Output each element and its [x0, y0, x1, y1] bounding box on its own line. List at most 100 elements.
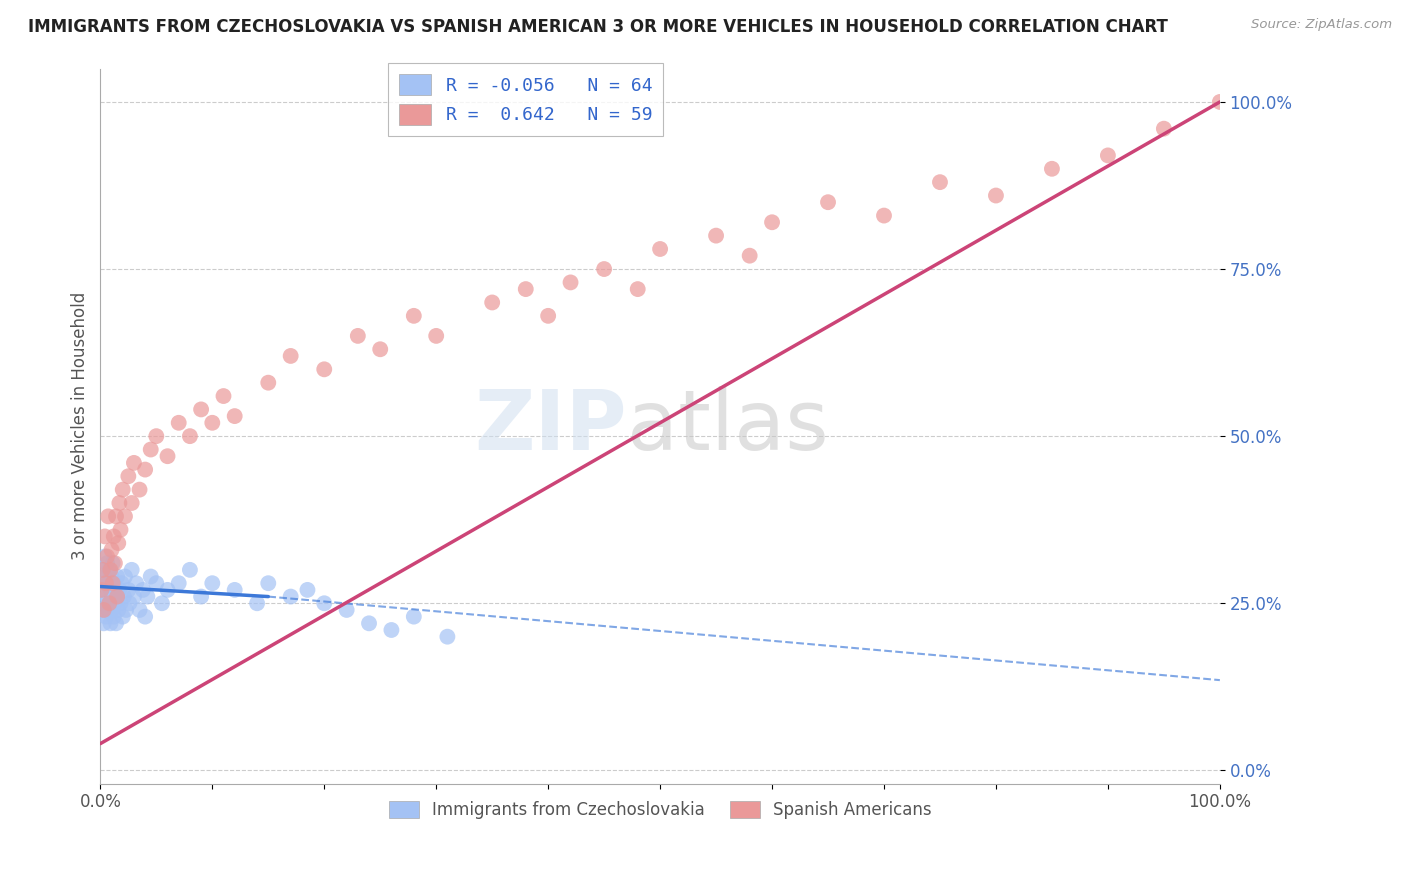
Point: [280, 349, 302, 363]
Point: [738, 249, 761, 263]
Point: [436, 630, 458, 644]
Point: [156, 449, 179, 463]
Point: [537, 309, 560, 323]
Point: [100, 603, 122, 617]
Point: [100, 542, 122, 557]
Point: [515, 282, 537, 296]
Point: [114, 569, 136, 583]
Point: [111, 576, 134, 591]
Point: [107, 603, 129, 617]
Point: [97, 509, 120, 524]
Point: [94, 609, 117, 624]
Point: [121, 496, 143, 510]
Point: [94, 549, 117, 564]
Point: [380, 623, 402, 637]
Point: [103, 609, 125, 624]
Point: [93, 616, 115, 631]
Point: [110, 523, 132, 537]
Point: [103, 576, 125, 591]
Y-axis label: 3 or more Vehicles in Household: 3 or more Vehicles in Household: [72, 292, 89, 560]
Point: [122, 590, 145, 604]
Point: [100, 616, 122, 631]
Point: [145, 576, 167, 591]
Point: [167, 416, 190, 430]
Point: [134, 609, 156, 624]
Point: [115, 603, 138, 617]
Point: [1097, 148, 1119, 162]
Point: [111, 483, 134, 497]
Point: [105, 590, 128, 604]
Point: [280, 590, 302, 604]
Point: [121, 563, 143, 577]
Point: [97, 603, 120, 617]
Text: Source: ZipAtlas.com: Source: ZipAtlas.com: [1251, 18, 1392, 31]
Point: [314, 362, 336, 376]
Text: IMMIGRANTS FROM CZECHOSLOVAKIA VS SPANISH AMERICAN 3 OR MORE VEHICLES IN HOUSEHO: IMMIGRANTS FROM CZECHOSLOVAKIA VS SPANIS…: [28, 18, 1168, 36]
Point: [108, 496, 131, 510]
Point: [96, 556, 118, 570]
Point: [224, 582, 246, 597]
Point: [190, 590, 212, 604]
Point: [1153, 121, 1175, 136]
Point: [425, 329, 447, 343]
Point: [117, 582, 139, 597]
Point: [929, 175, 952, 189]
Point: [212, 389, 235, 403]
Point: [257, 576, 280, 591]
Point: [97, 576, 120, 591]
Point: [314, 596, 336, 610]
Point: [648, 242, 671, 256]
Point: [96, 549, 118, 564]
Point: [201, 576, 224, 591]
Point: [368, 343, 391, 357]
Point: [190, 402, 212, 417]
Point: [347, 329, 370, 343]
Point: [1209, 95, 1232, 109]
Point: [105, 569, 128, 583]
Legend: Immigrants from Czechoslovakia, Spanish Americans: Immigrants from Czechoslovakia, Spanish …: [382, 794, 938, 825]
Point: [104, 556, 127, 570]
Point: [402, 309, 425, 323]
Point: [114, 509, 136, 524]
Point: [134, 462, 156, 476]
Point: [111, 609, 134, 624]
Point: [201, 416, 224, 430]
Point: [257, 376, 280, 390]
Point: [105, 582, 128, 597]
Point: [98, 596, 121, 610]
Point: [94, 576, 117, 591]
Point: [105, 616, 128, 631]
Point: [98, 563, 121, 577]
Point: [984, 188, 1007, 202]
Point: [94, 596, 117, 610]
Point: [108, 582, 131, 597]
Point: [91, 563, 114, 577]
Point: [128, 603, 150, 617]
Point: [125, 576, 148, 591]
Point: [90, 582, 112, 597]
Point: [117, 469, 139, 483]
Point: [246, 596, 269, 610]
Point: [593, 262, 616, 277]
Point: [98, 596, 121, 610]
Point: [336, 603, 359, 617]
Point: [167, 576, 190, 591]
Point: [112, 590, 135, 604]
Point: [105, 590, 128, 604]
Point: [1040, 161, 1063, 176]
Point: [91, 603, 114, 617]
Point: [101, 576, 124, 591]
Point: [101, 556, 124, 570]
Point: [156, 582, 179, 597]
Text: ZIP: ZIP: [474, 385, 627, 467]
Text: atlas: atlas: [627, 385, 828, 467]
Point: [118, 596, 141, 610]
Point: [297, 582, 319, 597]
Point: [139, 442, 162, 457]
Point: [104, 596, 127, 610]
Point: [100, 569, 122, 583]
Point: [761, 215, 783, 229]
Point: [150, 596, 173, 610]
Point: [107, 536, 129, 550]
Point: [110, 596, 132, 610]
